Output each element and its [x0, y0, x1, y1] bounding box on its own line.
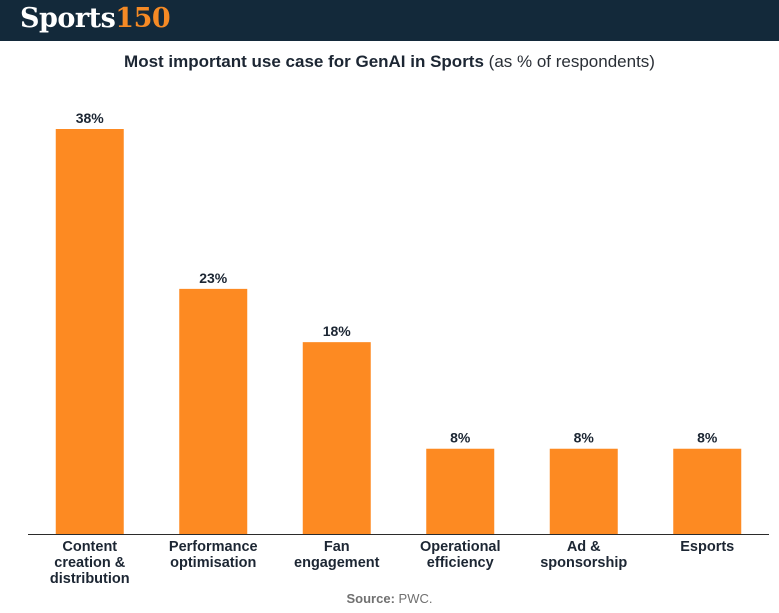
source-label: Source: — [346, 591, 395, 606]
bar-4 — [426, 448, 495, 534]
logo-word: Sports — [20, 3, 116, 34]
bar-2 — [179, 288, 248, 534]
chart-title-line: Most important use case for GenAI in Spo… — [0, 51, 779, 73]
category-label-4: Operational efficiency — [420, 539, 501, 571]
data-label-3: 18% — [323, 323, 352, 339]
category-label-2: Performance optimisation — [169, 539, 258, 571]
header-bar: Sports150 — [0, 0, 779, 41]
bar-6 — [673, 448, 742, 534]
bar-3 — [302, 342, 371, 534]
chart-subtitle: (as % of respondents) — [488, 52, 655, 71]
chart-title: Most important use case for GenAI in Spo… — [124, 52, 484, 71]
data-label-6: 8% — [697, 430, 718, 446]
data-label-5: 8% — [574, 430, 595, 446]
data-label-4: 8% — [450, 430, 471, 446]
data-label-1: 38% — [76, 110, 105, 126]
logo-number: 150 — [115, 3, 171, 34]
category-label-5: Ad & sponsorship — [540, 539, 627, 571]
category-label-3: Fan engagement — [294, 539, 380, 571]
source-text: PWC. — [398, 591, 433, 606]
bar-5 — [549, 448, 618, 534]
bar-1 — [55, 129, 124, 534]
source-note: Source: PWC. — [0, 591, 779, 606]
sports150-logo: Sports150 — [20, 1, 171, 37]
category-label-6: Esports — [680, 539, 734, 555]
data-label-2: 23% — [199, 270, 228, 286]
category-label-1: Content creation & distribution — [50, 539, 130, 587]
